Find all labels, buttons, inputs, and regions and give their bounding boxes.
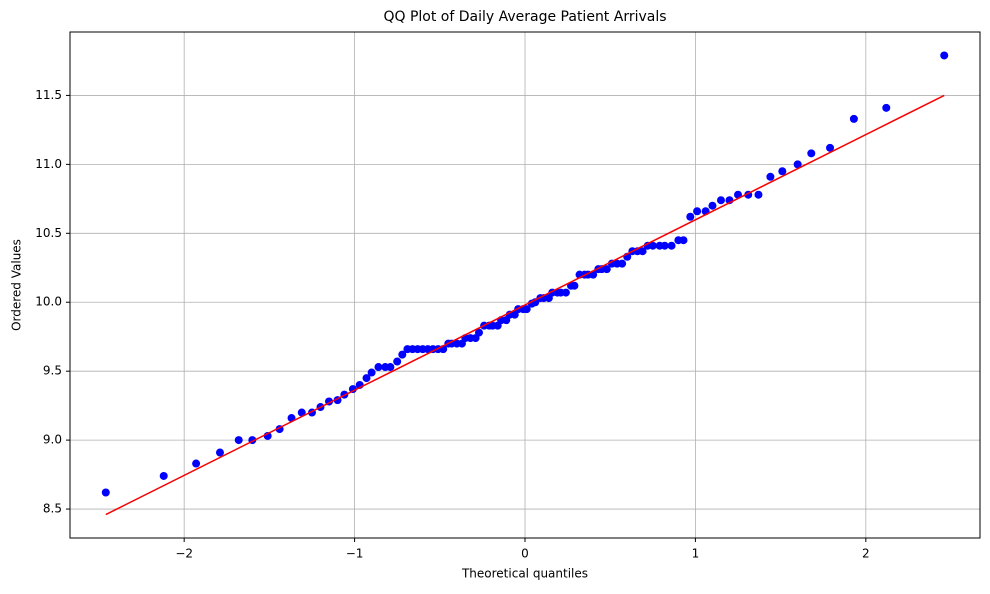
x-tick-label: −2: [175, 547, 193, 561]
point: [570, 281, 579, 290]
point: [618, 259, 627, 268]
plot-frame: [69, 31, 981, 539]
y-tick-label: 11.0: [35, 157, 62, 171]
point: [101, 488, 110, 497]
point: [474, 328, 483, 337]
point: [648, 241, 657, 250]
y-tick-label: 8.5: [43, 502, 62, 516]
y-tick-label: 11.5: [35, 88, 62, 102]
point: [215, 448, 224, 457]
x-tick-label: −1: [346, 547, 364, 561]
y-tick-label: 9.0: [43, 433, 62, 447]
x-tick-label: 2: [862, 547, 870, 561]
point: [716, 196, 725, 205]
y-tick-label: 10.0: [35, 295, 62, 309]
y-axis-label: Ordered Values: [10, 239, 24, 331]
point: [367, 368, 376, 377]
fit-line: [105, 94, 945, 516]
x-tick-label: 0: [521, 547, 529, 561]
point: [348, 385, 357, 394]
point: [882, 103, 891, 112]
point: [234, 436, 243, 445]
point: [393, 357, 402, 366]
y-tick-label: 9.5: [43, 364, 62, 378]
point: [522, 305, 531, 314]
point: [940, 51, 949, 60]
point: [660, 241, 669, 250]
point: [793, 160, 802, 169]
point: [297, 408, 306, 417]
point: [826, 143, 835, 152]
point: [849, 114, 858, 123]
point: [374, 363, 383, 372]
point: [159, 471, 168, 480]
point: [708, 201, 717, 210]
point: [754, 190, 763, 199]
point: [192, 459, 201, 468]
point: [778, 167, 787, 176]
point: [561, 288, 570, 297]
chart-title: QQ Plot of Daily Average Patient Arrival…: [383, 9, 666, 25]
point: [807, 149, 816, 158]
point: [362, 374, 371, 383]
point: [679, 236, 688, 245]
x-axis-label: Theoretical quantiles: [461, 567, 588, 581]
point: [686, 212, 695, 221]
point: [638, 247, 647, 256]
point: [766, 172, 775, 181]
point: [693, 207, 702, 216]
y-tick-label: 10.5: [35, 226, 62, 240]
point: [667, 241, 676, 250]
x-tick-label: 1: [692, 547, 700, 561]
point: [386, 363, 395, 372]
point: [398, 350, 407, 359]
point: [602, 265, 611, 274]
